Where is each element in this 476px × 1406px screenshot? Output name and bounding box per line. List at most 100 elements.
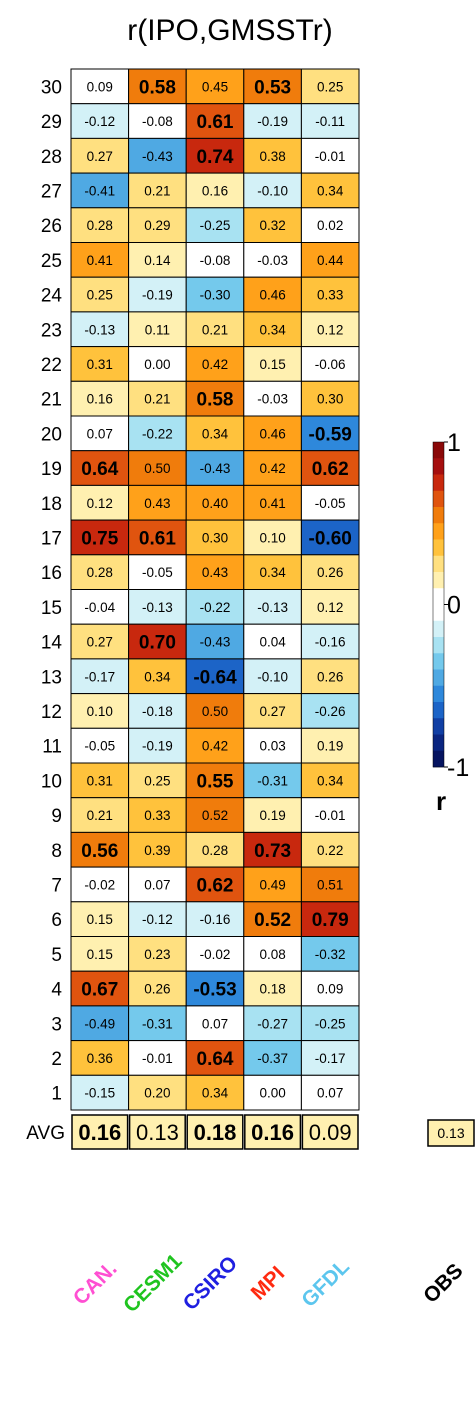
cell-value: -0.13	[142, 600, 173, 615]
heatmap-cell	[128, 346, 187, 382]
cell-value: -0.12	[142, 912, 173, 927]
colorbar-segment	[433, 458, 444, 475]
heatmap-cell	[128, 68, 187, 105]
cell-value: -0.17	[315, 1051, 346, 1066]
cell-value: 0.34	[202, 426, 229, 441]
cell-value: 0.07	[144, 877, 170, 892]
colorbar-segment	[433, 572, 444, 589]
cell-value: -0.17	[84, 669, 115, 684]
cell-value: -0.05	[142, 565, 173, 580]
row-label: 3	[51, 1014, 62, 1035]
cell-value: 0.28	[202, 843, 228, 858]
heatmap-cell	[243, 311, 302, 348]
avg-value: 0.13	[136, 1120, 179, 1145]
cell-value: -0.43	[142, 149, 173, 164]
cell-value: 0.04	[259, 635, 286, 650]
cell-value: 0.33	[317, 288, 343, 303]
cell-value: 0.41	[259, 496, 285, 511]
avg-value: 0.09	[309, 1120, 352, 1145]
row-label: 5	[51, 945, 62, 966]
heatmap-cell	[128, 970, 187, 1007]
cell-value: -0.19	[142, 739, 173, 754]
colorbar-segment	[433, 718, 444, 735]
cell-value: 0.49	[259, 877, 285, 892]
heatmap-cell	[128, 658, 187, 695]
cell-value: 0.64	[197, 1049, 234, 1070]
cell-value: 0.33	[144, 808, 170, 823]
row-label: 27	[41, 181, 62, 202]
cell-value: 0.00	[259, 1086, 285, 1101]
heatmap-cell	[128, 727, 187, 764]
row-label: 2	[51, 1049, 62, 1070]
cell-value: 0.22	[317, 843, 343, 858]
heatmap-cell	[185, 901, 245, 937]
row-label: 30	[41, 77, 62, 98]
cell-value: -0.02	[200, 947, 231, 962]
row-label: 29	[41, 112, 62, 133]
cell-value: 0.34	[317, 183, 344, 198]
heatmap-cell	[300, 866, 360, 903]
cell-value: -0.22	[200, 600, 231, 615]
heatmap-cell	[70, 970, 130, 1007]
avg-value: 0.18	[194, 1120, 237, 1145]
cell-value: 0.07	[317, 1086, 343, 1101]
colorbar-segment	[433, 620, 444, 638]
cell-value: -0.10	[257, 669, 288, 684]
cell-value: -0.15	[84, 1086, 115, 1101]
colorbar-segment	[433, 702, 444, 719]
colorbar-label: r	[436, 786, 446, 816]
row-label: 16	[41, 563, 62, 584]
avg-cell	[186, 1114, 244, 1150]
colorbar-segment	[433, 539, 444, 557]
cell-value: -0.16	[200, 912, 231, 927]
heatmap-cell	[70, 623, 130, 660]
row-label: 21	[41, 390, 62, 411]
heatmap-cell	[185, 762, 245, 799]
colorbar-tick-label: 1	[447, 429, 461, 457]
heatmap-cell	[70, 450, 130, 486]
cell-value: 0.27	[87, 635, 113, 650]
cell-value: -0.53	[193, 980, 236, 1001]
avg-cell	[301, 1114, 359, 1150]
cell-value: 0.23	[144, 947, 170, 962]
heatmap-cell	[185, 623, 245, 660]
colorbar-segment	[433, 734, 444, 752]
cell-value: 0.21	[87, 808, 113, 823]
cell-value: -0.10	[257, 183, 288, 198]
cell-value: -0.18	[142, 704, 173, 719]
cell-value: 0.56	[81, 841, 118, 862]
colorbar-segment	[433, 685, 444, 703]
cell-value: 0.07	[87, 426, 113, 441]
heatmap-cell	[128, 242, 187, 278]
cell-value: 0.58	[197, 390, 234, 411]
row-label: 22	[41, 355, 62, 376]
cell-value: 0.75	[81, 528, 118, 549]
heatmap-cell	[128, 762, 187, 799]
cell-value: 0.41	[87, 253, 113, 268]
heatmap-cell	[185, 589, 245, 625]
colorbar-segment	[433, 523, 444, 540]
row-label: 10	[41, 771, 62, 792]
colorbar-segment	[433, 588, 444, 605]
cell-value: 0.50	[202, 704, 228, 719]
heatmap-cell	[128, 380, 187, 417]
cell-value: -0.60	[309, 528, 352, 549]
cell-value: -0.27	[257, 1016, 288, 1031]
cell-value: -0.49	[84, 1016, 115, 1031]
row-label: 26	[41, 216, 62, 237]
row-label: 23	[41, 320, 62, 341]
chart-title: r(IPO,GMSSTr)	[127, 14, 333, 47]
heatmap-cell	[300, 1074, 360, 1111]
heatmap-cell	[70, 727, 130, 764]
heatmap-cell	[70, 519, 130, 556]
heatmap-cell	[128, 1040, 187, 1076]
cell-value: 0.02	[317, 218, 343, 233]
cell-value: 0.61	[197, 112, 234, 133]
cell-value: 0.16	[87, 392, 113, 407]
cell-value: 0.46	[259, 288, 285, 303]
column-label: MPI	[247, 1262, 290, 1305]
colorbar-tick-label: 0	[447, 592, 461, 620]
cell-value: 0.70	[139, 633, 176, 654]
cell-value: 0.73	[254, 841, 291, 862]
cell-value: 0.15	[87, 947, 113, 962]
